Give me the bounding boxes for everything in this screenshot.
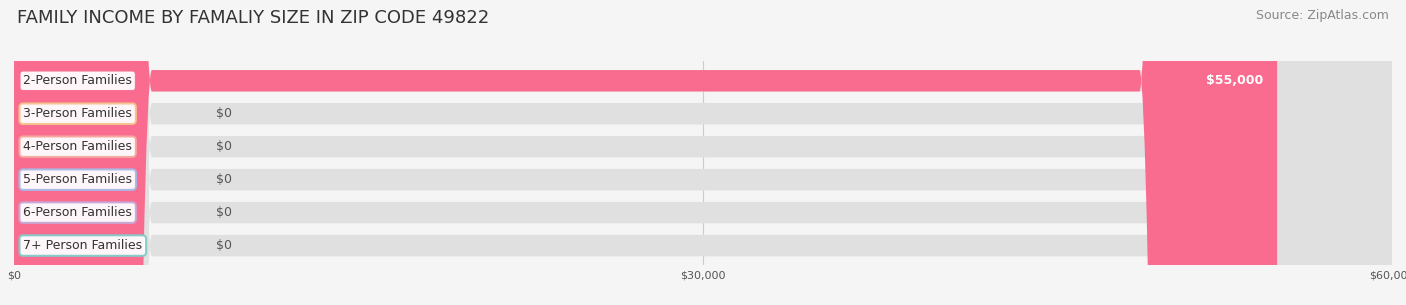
Text: FAMILY INCOME BY FAMALIY SIZE IN ZIP CODE 49822: FAMILY INCOME BY FAMALIY SIZE IN ZIP COD… bbox=[17, 9, 489, 27]
Text: Source: ZipAtlas.com: Source: ZipAtlas.com bbox=[1256, 9, 1389, 22]
Text: $55,000: $55,000 bbox=[1206, 74, 1264, 87]
Text: $0: $0 bbox=[217, 206, 232, 219]
FancyBboxPatch shape bbox=[14, 0, 1392, 305]
Text: $0: $0 bbox=[217, 140, 232, 153]
Text: 4-Person Families: 4-Person Families bbox=[24, 140, 132, 153]
FancyBboxPatch shape bbox=[14, 0, 1392, 305]
FancyBboxPatch shape bbox=[14, 0, 1392, 305]
FancyBboxPatch shape bbox=[14, 0, 1392, 305]
Text: $0: $0 bbox=[217, 173, 232, 186]
Text: 7+ Person Families: 7+ Person Families bbox=[24, 239, 142, 252]
Text: 6-Person Families: 6-Person Families bbox=[24, 206, 132, 219]
Text: 3-Person Families: 3-Person Families bbox=[24, 107, 132, 120]
Text: 2-Person Families: 2-Person Families bbox=[24, 74, 132, 87]
Text: $0: $0 bbox=[217, 107, 232, 120]
FancyBboxPatch shape bbox=[14, 0, 1392, 305]
FancyBboxPatch shape bbox=[14, 0, 1392, 305]
FancyBboxPatch shape bbox=[14, 0, 1277, 305]
Text: $0: $0 bbox=[217, 239, 232, 252]
Text: 5-Person Families: 5-Person Families bbox=[24, 173, 132, 186]
